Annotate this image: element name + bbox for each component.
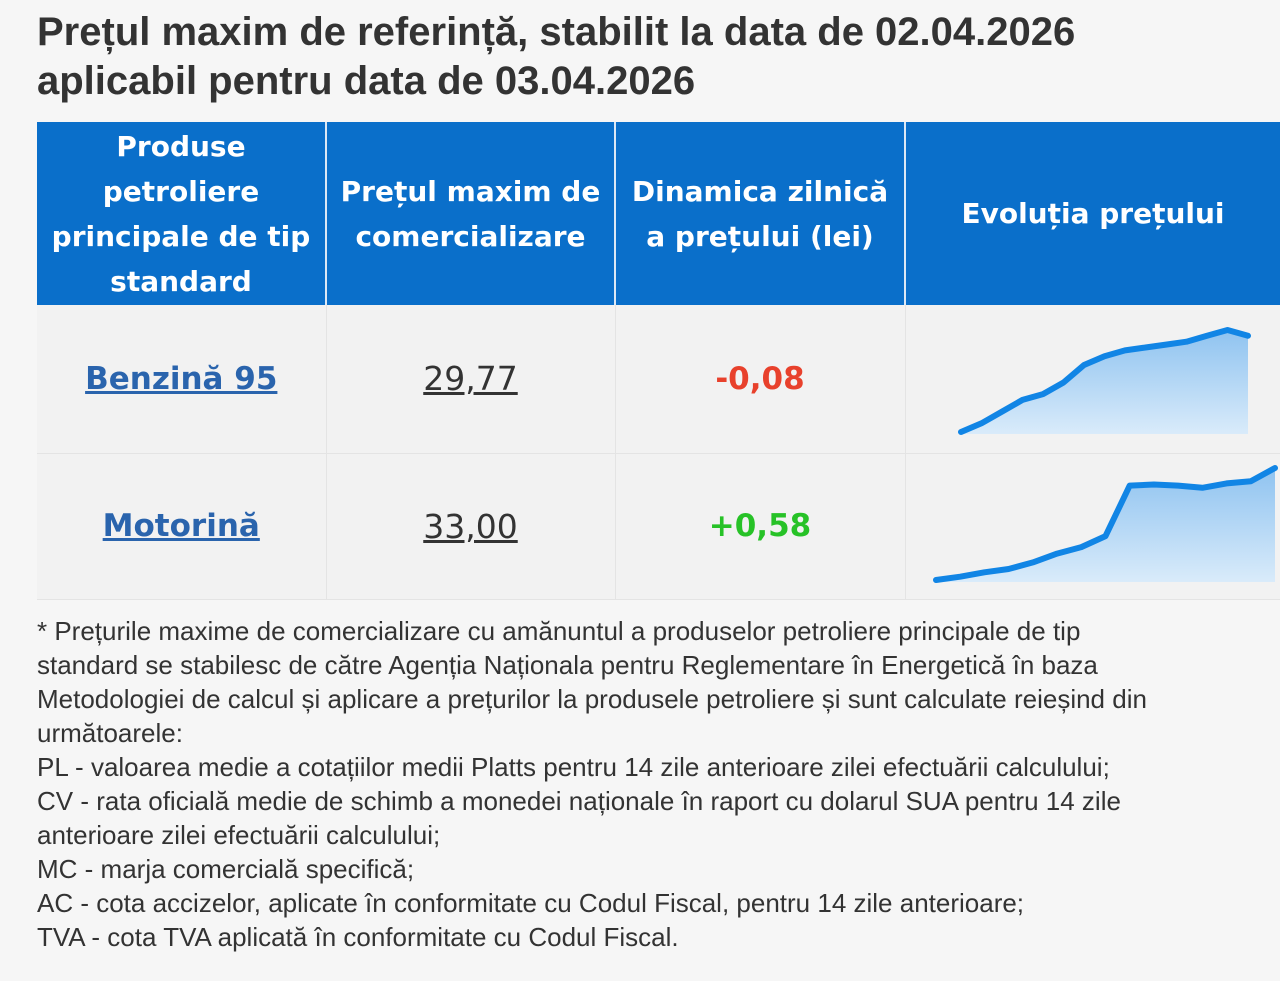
footnote-line: standard se stabilesc de către Agenția N… bbox=[37, 650, 1098, 680]
column-header-price-evolution: Evoluția prețului bbox=[905, 122, 1280, 305]
table-row: Benzină 95 29,77 -0,08 bbox=[37, 305, 1280, 454]
price-link-motorina[interactable]: 33,00 bbox=[423, 506, 518, 546]
price-link-benzina-95[interactable]: 29,77 bbox=[423, 359, 518, 399]
footnotes: * Prețurile maxime de comercializare cu … bbox=[37, 614, 1277, 954]
footnote-line: anterioare zilei efectuării calculului; bbox=[37, 820, 441, 850]
footnote-line: * Prețurile maxime de comercializare cu … bbox=[37, 616, 1081, 646]
title-line-2: aplicabil pentru data de 03.04.2026 bbox=[37, 59, 696, 103]
daily-dynamic-value: -0,08 bbox=[715, 360, 805, 397]
sparkline-chart-motorina[interactable] bbox=[906, 454, 1280, 598]
page-title: Prețul maxim de referință, stabilit la d… bbox=[37, 8, 1257, 106]
dynamic-cell: -0,08 bbox=[615, 305, 906, 454]
sparkline-line bbox=[957, 326, 1251, 435]
table-header-row: Produse petroliere principale de tip sta… bbox=[37, 122, 1280, 305]
price-cell: 29,77 bbox=[326, 305, 616, 454]
product-cell: Benzină 95 bbox=[37, 305, 327, 454]
sparkline-cell bbox=[905, 305, 1280, 454]
title-line-1: Prețul maxim de referință, stabilit la d… bbox=[37, 10, 1076, 54]
footnote-line: Metodologiei de calcul și aplicare a pre… bbox=[37, 684, 1147, 714]
footnote-line: TVA - cota TVA aplicată în conformitate … bbox=[37, 922, 679, 952]
footnote-line: PL - valoarea medie a cotațiilor medii P… bbox=[37, 752, 1110, 782]
daily-dynamic-value: +0,58 bbox=[708, 508, 812, 544]
table-row: Motorină 33,00 +0,58 bbox=[37, 453, 1280, 600]
footnote-line: CV - rata oficială medie de schimb a mon… bbox=[37, 786, 1121, 816]
dynamic-cell: +0,58 bbox=[615, 453, 906, 600]
sparkline-area bbox=[960, 329, 1248, 434]
sparkline-area bbox=[935, 468, 1275, 582]
column-header-daily-dynamic: Dinamica zilnică a prețului (lei) bbox=[615, 122, 906, 305]
footnote-line: MC - marja comercială specifică; bbox=[37, 854, 415, 884]
product-cell: Motorină bbox=[37, 453, 327, 600]
product-link-benzina-95[interactable]: Benzină 95 bbox=[85, 360, 278, 397]
sparkline-line bbox=[932, 465, 1278, 583]
footnote-line: următoarele: bbox=[37, 718, 183, 748]
footnote-line: AC - cota accizelor, aplicate în conform… bbox=[37, 888, 1025, 918]
column-header-max-price: Prețul maxim de comercializare bbox=[326, 122, 616, 305]
price-cell: 33,00 bbox=[326, 453, 616, 600]
price-table: Produse petroliere principale de tip sta… bbox=[37, 122, 1280, 600]
sparkline-chart-benzina-95[interactable] bbox=[906, 306, 1280, 452]
column-header-products: Produse petroliere principale de tip sta… bbox=[37, 122, 327, 305]
sparkline-cell bbox=[905, 453, 1280, 600]
product-link-motorina[interactable]: Motorină bbox=[102, 508, 260, 544]
